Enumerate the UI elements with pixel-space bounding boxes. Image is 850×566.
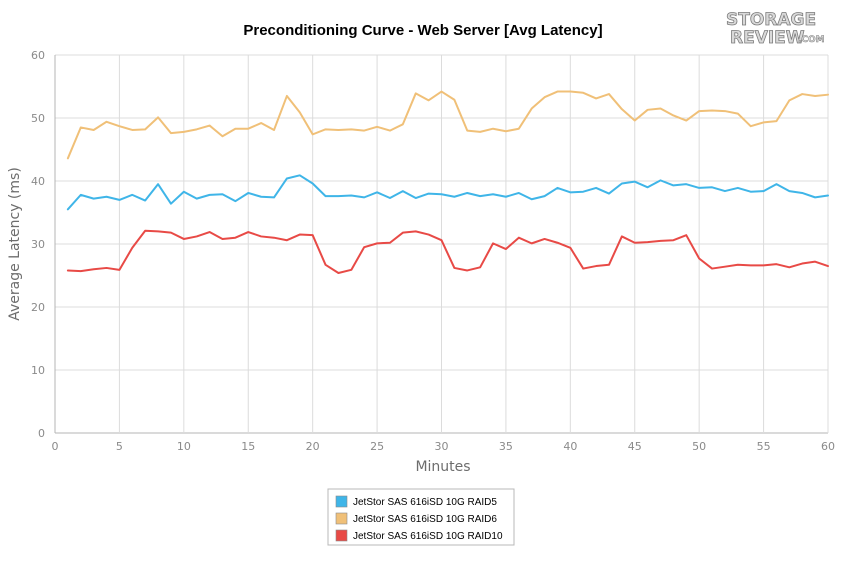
legend-swatch-2 — [335, 512, 348, 525]
legend-label-1: JetStor SAS 616iSD 10G RAID5 — [353, 497, 497, 508]
y-tick-label: 10 — [31, 364, 45, 377]
x-tick-label: 0 — [52, 440, 59, 453]
series-line-1 — [66, 174, 829, 211]
legend-label-3: JetStor SAS 616iSD 10G RAID10 — [353, 531, 503, 542]
tick-labels: 0 10 20 30 40 50 60 0 5 10 15 20 25 30 35 40 45 50 55 60 — [31, 49, 835, 453]
x-tick-label: 5 — [116, 440, 123, 453]
series-line-2 — [66, 90, 829, 160]
y-tick-label: 40 — [31, 175, 45, 188]
y-tick-label: 20 — [31, 301, 45, 314]
x-tick-label: 50 — [692, 440, 706, 453]
x-tick-label: 55 — [757, 440, 771, 453]
series-lines — [66, 90, 829, 274]
y-tick-label: 0 — [38, 427, 45, 440]
legend-swatch-1 — [335, 495, 348, 508]
chart-title: Preconditioning Curve - Web Server [Avg … — [243, 22, 602, 39]
logo-top-text: STORAGE — [726, 10, 816, 30]
storagereview-logo: STORAGE REVIEW .COM — [726, 10, 825, 49]
y-tick-label: 60 — [31, 49, 45, 62]
logo-suffix-text: .COM — [798, 35, 825, 45]
x-tick-label: 60 — [821, 440, 835, 453]
x-tick-label: 25 — [370, 440, 384, 453]
x-tick-label: 40 — [563, 440, 577, 453]
x-tick-label: 15 — [241, 440, 255, 453]
legend-box — [327, 488, 515, 546]
x-tick-label: 30 — [435, 440, 449, 453]
x-axis-label: Minutes — [415, 459, 470, 475]
grid — [54, 54, 829, 434]
x-tick-label: 10 — [177, 440, 191, 453]
legend-label-2: JetStor SAS 616iSD 10G RAID6 — [353, 514, 497, 525]
y-axis-label: Average Latency (ms) — [7, 167, 23, 321]
x-tick-label: 20 — [306, 440, 320, 453]
y-tick-label: 50 — [31, 112, 45, 125]
legend-swatch-3 — [335, 529, 348, 542]
legend: JetStor SAS 616iSD 10G RAID5 JetStor SAS … — [327, 488, 515, 546]
series-line-3 — [66, 229, 829, 274]
x-tick-label: 35 — [499, 440, 513, 453]
logo-bottom-text: REVIEW — [730, 28, 805, 48]
y-tick-label: 30 — [31, 238, 45, 251]
x-tick-label: 45 — [628, 440, 642, 453]
